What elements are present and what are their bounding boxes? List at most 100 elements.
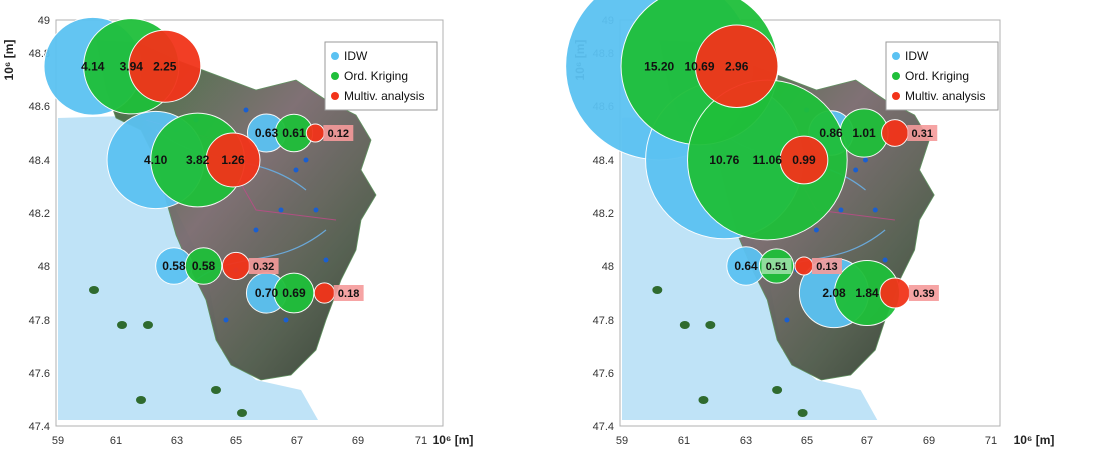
station-dot	[838, 207, 844, 213]
bubble-multiv	[794, 256, 814, 276]
legend: IDW Ord. Kriging Multiv. analysis	[885, 41, 999, 111]
value-label-kriging: 11.06	[753, 153, 783, 167]
legend-marker-multiv	[331, 92, 339, 100]
y-tick-label: 48	[602, 261, 614, 273]
island	[89, 286, 99, 294]
bubble-multiv	[313, 282, 336, 304]
x-tick-label: 67	[291, 435, 303, 447]
value-label-kriging: 0.61	[282, 126, 306, 140]
station-dot	[853, 167, 859, 173]
y-tick-label: 48.6	[29, 101, 50, 113]
value-label-multiv: 0.31	[912, 128, 933, 140]
bubble-kriging	[184, 247, 223, 285]
legend-label-idw: IDW	[905, 49, 929, 63]
value-label-kriging: 10.69	[684, 59, 714, 73]
island	[698, 396, 709, 404]
x-tick-label: 65	[801, 435, 813, 447]
legend-label-kriging: Ord. Kriging	[905, 69, 969, 83]
legend-label-kriging: Ord. Kriging	[344, 69, 408, 83]
x-tick-label: 61	[678, 435, 690, 447]
chart-left-svg: 59 61 63 65 67 69 71 47.4 47.6 47.8 48 48.2 48.4 48.6…	[2, 15, 473, 447]
legend-marker-multiv	[892, 92, 900, 100]
y-tick-label: 48.4	[593, 155, 614, 167]
chart-panel-left: 59 61 63 65 67 69 71 47.4 47.6 47.8 48 48.2 48.4 48.6…	[0, 0, 556, 459]
island	[136, 396, 146, 404]
island	[237, 409, 247, 417]
value-label-idw: 0.86	[819, 126, 843, 140]
bubble-multiv	[881, 119, 909, 147]
value-label-multiv: 0.99	[792, 153, 816, 167]
value-label-box	[908, 285, 939, 301]
value-label-box	[811, 258, 842, 274]
bubble-multiv	[305, 123, 325, 143]
x-tick-label: 65	[230, 435, 242, 447]
legend-marker-kriging	[892, 72, 900, 80]
value-label-multiv: 0.39	[913, 288, 934, 300]
y-tick-label: 47.8	[593, 315, 614, 327]
island	[705, 321, 716, 329]
bubble-multiv	[879, 277, 911, 309]
value-label-idw: 0.58	[162, 259, 186, 273]
value-label-idw: 15.20	[644, 59, 674, 73]
value-label-multiv: 1.26	[221, 153, 245, 167]
x-tick-label: 71	[415, 435, 427, 447]
bubble-multiv	[221, 251, 251, 281]
x-tick-label: 59	[52, 435, 64, 447]
x-axis-label: 10⁶ [m]	[1014, 433, 1055, 447]
value-label-kriging: 0.51	[766, 261, 787, 273]
y-tick-label: 48.4	[29, 155, 50, 167]
value-label-multiv: 0.12	[328, 128, 349, 140]
island	[652, 286, 663, 294]
x-tick-label: 61	[110, 435, 122, 447]
x-tick-label: 69	[352, 435, 364, 447]
x-tick-label: 67	[861, 435, 873, 447]
y-tick-label: 48.2	[29, 208, 50, 220]
value-label-idw: 0.70	[255, 286, 279, 300]
legend-marker-idw	[892, 52, 900, 60]
legend-marker-idw	[331, 52, 339, 60]
value-label-kriging: 3.82	[186, 153, 210, 167]
legend-marker-kriging	[331, 72, 339, 80]
x-tick-label: 71	[985, 435, 997, 447]
value-label-box	[333, 285, 364, 301]
value-label-multiv: 2.96	[725, 59, 749, 73]
legend-box	[324, 41, 438, 111]
value-label-idw: 2.08	[822, 286, 846, 300]
x-tick-label: 63	[171, 435, 183, 447]
legend-label-idw: IDW	[344, 49, 368, 63]
island	[143, 321, 153, 329]
y-tick-label: 47.6	[29, 368, 50, 380]
station-dot	[872, 207, 878, 213]
station-dot	[293, 167, 299, 173]
station-dot	[243, 107, 249, 113]
value-label-box	[323, 125, 354, 141]
island	[679, 321, 690, 329]
y-tick-label: 47.8	[29, 315, 50, 327]
station-dot	[862, 157, 868, 163]
island	[797, 409, 808, 417]
station-dot	[223, 317, 229, 323]
value-label-idw: 4.10	[144, 153, 168, 167]
value-label-multiv: 0.13	[816, 261, 837, 273]
y-tick-label: 47.4	[593, 421, 614, 433]
value-label-kriging: 3.94	[120, 59, 144, 73]
value-label-box	[248, 258, 279, 274]
value-label-box	[907, 125, 938, 141]
station-dot	[303, 157, 309, 163]
bubble-multiv	[779, 135, 829, 185]
value-label-kriging: 0.58	[192, 259, 216, 273]
legend-box	[885, 41, 999, 111]
value-label-kriging: 1.84	[855, 286, 879, 300]
value-label-multiv: 0.32	[253, 261, 274, 273]
value-label-multiv: 2.25	[153, 59, 177, 73]
x-tick-label: 63	[740, 435, 752, 447]
y-axis-label: 10⁶ [m]	[2, 40, 16, 81]
y-tick-label: 47.6	[593, 368, 614, 380]
value-label-idw: 0.64	[734, 259, 758, 273]
station-dot	[323, 257, 329, 263]
station-dot	[882, 257, 888, 263]
chart-panel-right: 5961636567697147.447.647.84848.248.448.6…	[556, 0, 1112, 459]
legend-label-multiv: Multiv. analysis	[344, 89, 424, 103]
value-label-multiv: 0.18	[338, 288, 359, 300]
value-label-idw: 4.14	[81, 59, 105, 73]
